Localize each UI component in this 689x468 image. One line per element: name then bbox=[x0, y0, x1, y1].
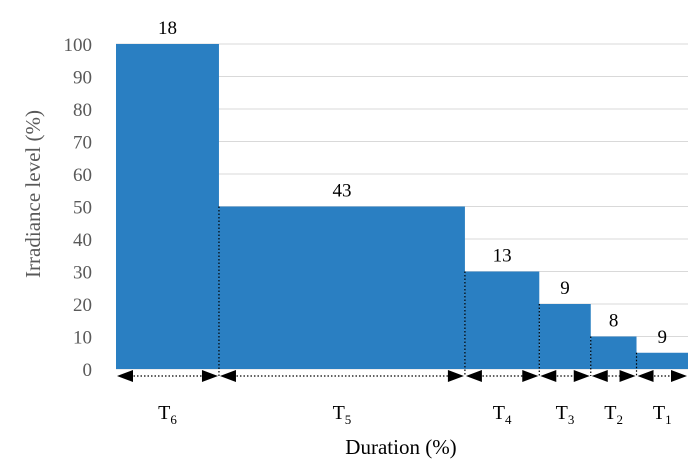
bar bbox=[464, 271, 540, 369]
bar-value-label: 9 bbox=[560, 278, 570, 299]
segment-label: T5 bbox=[333, 402, 352, 427]
x-axis-title: Duration (%) bbox=[345, 435, 456, 459]
bar bbox=[636, 352, 688, 369]
y-tick-label: 40 bbox=[73, 230, 92, 251]
bar bbox=[116, 44, 219, 369]
arrowhead-right bbox=[573, 370, 590, 382]
bar-value-label: 13 bbox=[493, 246, 512, 267]
y-tick-label: 30 bbox=[73, 263, 92, 284]
y-tick-label: 60 bbox=[73, 165, 92, 186]
arrowhead-left bbox=[465, 370, 482, 382]
y-tick-label: 0 bbox=[83, 360, 93, 381]
bars bbox=[116, 44, 688, 369]
bar-value-label: 8 bbox=[609, 311, 619, 332]
arrowhead-left bbox=[219, 370, 236, 382]
arrowhead-left bbox=[117, 370, 133, 382]
y-tick-label: 70 bbox=[73, 133, 92, 154]
arrowhead-right bbox=[447, 370, 464, 382]
arrowhead-left bbox=[637, 370, 654, 382]
segment-label: T4 bbox=[493, 402, 512, 427]
y-tick-label: 100 bbox=[64, 35, 93, 56]
segment-label: T2 bbox=[604, 402, 623, 427]
y-tick-label: 90 bbox=[73, 68, 92, 89]
segment-labels: T6 T5 T4 T3 T2 T1 bbox=[158, 402, 671, 427]
y-tick-label: 50 bbox=[73, 198, 92, 219]
y-tick-label: 10 bbox=[73, 328, 92, 349]
y-tick-label: 20 bbox=[73, 295, 92, 316]
segment-dividers bbox=[218, 206, 638, 376]
segment-label: T1 bbox=[653, 402, 672, 427]
arrowhead-left bbox=[540, 370, 557, 382]
bar-value-labels: 18 43 13 9 8 9 bbox=[158, 18, 667, 348]
bar-value-label: 9 bbox=[658, 327, 668, 348]
arrowhead-right bbox=[619, 370, 636, 382]
arrowhead-right bbox=[671, 370, 687, 382]
bar-value-label: 18 bbox=[158, 18, 177, 39]
bar bbox=[218, 206, 465, 369]
arrowhead-right bbox=[201, 370, 218, 382]
y-tick-label: 80 bbox=[73, 100, 92, 121]
segment-label: T6 bbox=[158, 402, 177, 427]
bar bbox=[539, 304, 591, 369]
segment-label: T3 bbox=[556, 402, 575, 427]
bar-value-label: 43 bbox=[332, 181, 351, 202]
y-axis-title: Irradiance level (%) bbox=[21, 110, 45, 278]
duration-arrows bbox=[117, 370, 687, 382]
bar bbox=[590, 336, 637, 369]
arrowhead-right bbox=[522, 370, 539, 382]
y-tick-labels: 0 10 20 30 40 50 60 70 80 90 100 bbox=[64, 35, 93, 381]
arrowhead-left bbox=[591, 370, 608, 382]
